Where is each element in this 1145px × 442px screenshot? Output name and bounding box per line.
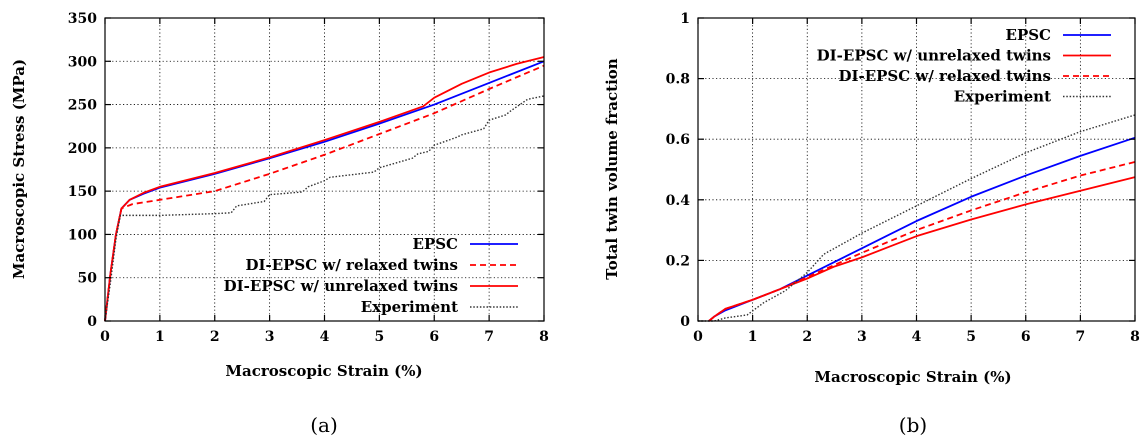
x-tick-label-a: 0 bbox=[100, 329, 110, 345]
legend-label-b-1: DI-EPSC w/ unrelaxed twins bbox=[817, 47, 1051, 65]
y-tick-label-a: 250 bbox=[68, 98, 97, 114]
x-tick-label-b: 5 bbox=[966, 329, 976, 345]
y-tick-label-a: 200 bbox=[68, 141, 97, 157]
y-tick-label-b: 0.8 bbox=[666, 72, 690, 88]
y-tick-label-b: 0 bbox=[680, 314, 690, 330]
y-tick-label-b: 0.6 bbox=[666, 132, 690, 148]
legend-label-b-0: EPSC bbox=[1006, 26, 1052, 44]
x-tick-label-b: 8 bbox=[1130, 329, 1140, 345]
y-tick-label-a: 350 bbox=[68, 11, 97, 27]
y-axis-label-a: Macroscopic Stress (MPa) bbox=[10, 59, 28, 279]
y-axis-label-b: Total twin volume fraction bbox=[603, 58, 621, 279]
caption-a: (a) bbox=[310, 413, 338, 437]
y-tick-label-a: 0 bbox=[87, 314, 97, 330]
chart-b: 0 1 2 3 4 5 6 7 8 0 0.2 0.4 0.6 0.8 1 EPSC DI-EPSC w/ u… bbox=[603, 11, 1140, 437]
x-tick-label-b: 2 bbox=[802, 329, 812, 345]
legend-label-b-3: Experiment bbox=[954, 88, 1051, 106]
legend-label-a-1: DI-EPSC w/ relaxed twins bbox=[245, 256, 458, 274]
x-tick-label-a: 6 bbox=[429, 329, 439, 345]
x-tick-label-a: 1 bbox=[155, 329, 165, 345]
series-line-a-2 bbox=[104, 56, 545, 322]
caption-b: (b) bbox=[899, 413, 927, 437]
legend-label-a-0: EPSC bbox=[413, 235, 459, 253]
x-tick-label-a: 7 bbox=[484, 329, 494, 345]
legend-label-a-3: Experiment bbox=[361, 298, 458, 316]
x-tick-label-a: 8 bbox=[539, 329, 549, 345]
series-line-a-3 bbox=[104, 95, 545, 322]
y-tick-label-a: 300 bbox=[68, 54, 97, 70]
x-tick-label-a: 2 bbox=[210, 329, 220, 345]
chart-a: 0 1 2 3 4 5 6 7 8 0 50 100 150 200 250 300 350 EPSC DI-EP… bbox=[10, 11, 549, 437]
x-tick-label-b: 0 bbox=[693, 329, 703, 345]
legend-label-a-2: DI-EPSC w/ unrelaxed twins bbox=[224, 277, 458, 295]
y-tick-label-b: 0.4 bbox=[666, 193, 691, 209]
x-tick-label-a: 3 bbox=[265, 329, 275, 345]
y-tick-label-a: 100 bbox=[68, 227, 97, 243]
x-axis-label-a: Macroscopic Strain (%) bbox=[225, 362, 422, 380]
series-line-b-0 bbox=[708, 136, 1136, 322]
x-tick-label-b: 4 bbox=[912, 329, 922, 345]
y-tick-label-b: 1 bbox=[680, 11, 690, 27]
x-tick-label-b: 1 bbox=[748, 329, 758, 345]
x-tick-label-a: 4 bbox=[320, 329, 330, 345]
series-line-b-3 bbox=[698, 114, 1136, 322]
x-tick-label-b: 6 bbox=[1021, 329, 1031, 345]
x-tick-label-b: 7 bbox=[1076, 329, 1086, 345]
x-axis-label-b: Macroscopic Strain (%) bbox=[814, 368, 1011, 386]
y-tick-label-a: 50 bbox=[78, 271, 98, 287]
series-line-b-2 bbox=[708, 161, 1136, 322]
legend-label-b-2: DI-EPSC w/ relaxed twins bbox=[838, 67, 1051, 85]
x-tick-label-a: 5 bbox=[375, 329, 385, 345]
y-tick-label-a: 150 bbox=[68, 184, 97, 200]
x-tick-label-b: 3 bbox=[857, 329, 867, 345]
y-tick-label-b: 0.2 bbox=[666, 253, 690, 269]
